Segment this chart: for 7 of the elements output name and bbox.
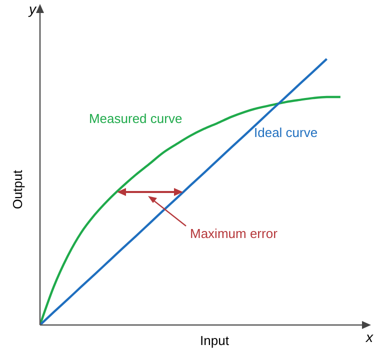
annotation: Maximum error [190, 226, 278, 241]
y-axis-title: Output [10, 170, 25, 210]
x-axis-title: Input [200, 333, 230, 348]
text: y [28, 1, 37, 17]
text: x [365, 329, 374, 345]
series-label: Ideal curve [254, 124, 318, 140]
series-label: Measured curve [88, 110, 182, 126]
